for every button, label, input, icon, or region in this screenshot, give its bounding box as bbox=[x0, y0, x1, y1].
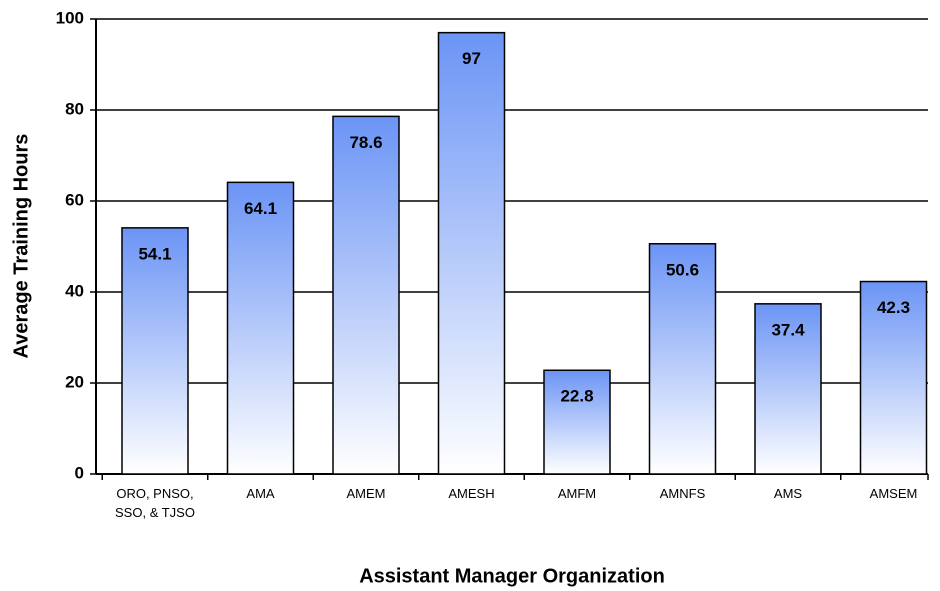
x-tick-label-box: ORO, PNSO, SSO, & TJSO bbox=[115, 486, 195, 520]
value-label: 97 bbox=[462, 49, 481, 68]
x-tick-label: ORO, PNSO, SSO, & TJSO bbox=[115, 486, 195, 520]
x-axis-label: Assistant Manager Organization bbox=[359, 565, 665, 587]
x-tick-label: AMFM bbox=[557, 486, 597, 501]
bar bbox=[859, 280, 928, 475]
bar bbox=[648, 243, 717, 475]
bar bbox=[121, 227, 189, 475]
bar bbox=[543, 369, 611, 475]
y-tick-label: 60 bbox=[65, 190, 84, 209]
x-tick-label-box: AMS bbox=[773, 486, 803, 501]
x-tick-label-box: AMA bbox=[246, 486, 275, 501]
value-label: 37.4 bbox=[771, 320, 805, 339]
y-tick-label: 40 bbox=[65, 281, 84, 300]
y-tick-label: 100 bbox=[56, 8, 84, 27]
value-label: 50.6 bbox=[666, 260, 699, 279]
value-label: 64.1 bbox=[244, 199, 277, 218]
value-label: 42.3 bbox=[877, 298, 910, 317]
y-tick-label: 20 bbox=[65, 372, 84, 391]
bar bbox=[754, 303, 822, 475]
x-tick-label-box: AMSEM bbox=[869, 486, 918, 501]
x-tick-label: AMA bbox=[246, 486, 275, 501]
bar bbox=[437, 31, 506, 475]
y-axis-label: Average Training Hours bbox=[10, 134, 32, 359]
y-tick-label: 80 bbox=[65, 99, 84, 118]
value-label: 54.1 bbox=[138, 244, 171, 263]
x-tick-label-box: AMEM bbox=[346, 486, 386, 501]
x-tick-label-box: AMFM bbox=[557, 486, 597, 501]
x-tick-label: AMESH bbox=[448, 486, 495, 501]
value-label: 78.6 bbox=[349, 133, 382, 152]
x-tick-label-box: AMNFS bbox=[659, 486, 706, 501]
x-tick-label: AMSEM bbox=[869, 486, 918, 501]
x-tick-label-box: AMESH bbox=[448, 486, 495, 501]
bar bbox=[332, 115, 400, 475]
x-tick-label: AMS bbox=[773, 486, 803, 501]
value-label: 22.8 bbox=[560, 387, 593, 406]
y-tick-label: 0 bbox=[75, 463, 84, 482]
bar bbox=[226, 181, 295, 475]
x-tick-label: AMNFS bbox=[659, 486, 706, 501]
x-tick-label: AMEM bbox=[346, 486, 386, 501]
